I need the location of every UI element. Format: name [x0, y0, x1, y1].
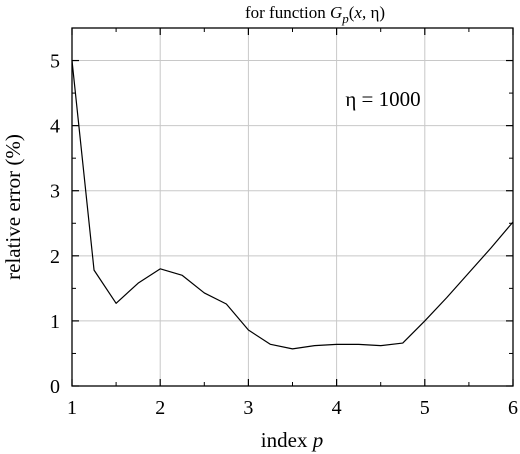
plot-frame [71, 27, 514, 387]
x-tick-label: 2 [155, 397, 165, 419]
y-tick-label: 5 [50, 51, 60, 73]
title-function-name: G [330, 3, 342, 22]
title-separator: , [362, 3, 371, 22]
series-layer [71, 60, 514, 350]
x-axis-ticks: 1 2 3 4 5 6 [67, 28, 518, 419]
y-tick-label: 4 [50, 116, 60, 138]
x-axis-label-text: index [261, 428, 313, 452]
x-tick-label: 5 [420, 397, 430, 419]
eta-annotation: η = 1000 [345, 87, 420, 111]
y-axis-label: relative error (%) [1, 134, 25, 280]
title-arg-x: x [353, 3, 362, 22]
x-tick-label: 3 [243, 397, 253, 419]
y-tick-label: 2 [50, 246, 60, 268]
x-tick-label: 1 [67, 397, 77, 419]
title: for function Gp(x, η) [245, 3, 385, 26]
plot-border [71, 27, 514, 387]
title-prefix: for function [245, 3, 330, 22]
y-tick-label: 3 [50, 181, 60, 203]
error-curve [71, 60, 514, 350]
x-axis-label-variable: p [311, 428, 324, 452]
svg-text:for function Gp(x, η): for function Gp(x, η) [245, 3, 385, 26]
title-subscript: p [341, 11, 349, 26]
grid [72, 28, 513, 386]
x-axis-label: index p [261, 428, 323, 452]
title-arg-eta: η [370, 3, 379, 22]
y-tick-label: 1 [50, 311, 60, 333]
y-axis-ticks: 0 1 2 3 4 5 [50, 51, 513, 398]
x-tick-label: 4 [332, 397, 342, 419]
x-tick-label: 6 [508, 397, 518, 419]
y-tick-label: 0 [50, 376, 60, 398]
title-paren-open: ( [349, 3, 355, 22]
title-paren-close: ) [379, 3, 385, 22]
